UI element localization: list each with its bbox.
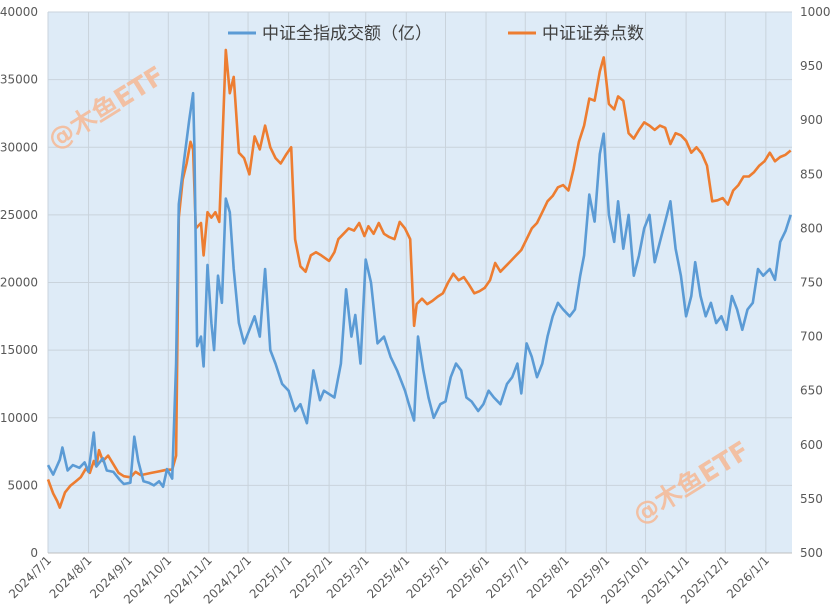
left-tick-label: 30000 xyxy=(0,140,38,154)
right-tick-label: 850 xyxy=(800,167,823,181)
left-tick-label: 35000 xyxy=(0,73,38,87)
right-tick-label: 550 xyxy=(800,492,823,506)
left-axis: 0 5000 10000 15000 20000 25000 30000 35000 40000 xyxy=(0,5,38,560)
left-tick-label: 5000 xyxy=(7,478,38,492)
right-tick-label: 750 xyxy=(800,276,823,290)
right-tick-label: 1000 xyxy=(800,5,831,19)
right-axis: 500 550 600 650 700 750 800 850 900 950 1000 xyxy=(800,5,831,560)
legend-label: 中证证券点数 xyxy=(542,24,644,44)
left-tick-label: 40000 xyxy=(0,5,38,19)
left-tick-label: 15000 xyxy=(0,343,38,357)
series-line-left xyxy=(46,91,792,488)
left-tick-label: 25000 xyxy=(0,208,38,222)
right-tick-label: 900 xyxy=(800,113,823,127)
right-tick-label: 600 xyxy=(800,438,823,452)
right-tick-label: 700 xyxy=(800,330,823,344)
legend: 中证全指成交额（亿） 中证证券点数 xyxy=(228,24,644,44)
left-tick-label: 10000 xyxy=(0,411,38,425)
right-tick-label: 650 xyxy=(800,384,823,398)
right-tick-label: 500 xyxy=(800,546,823,560)
right-tick-label: 950 xyxy=(800,59,823,73)
series-lines xyxy=(46,48,792,509)
legend-label: 中证全指成交额（亿） xyxy=(262,24,432,44)
left-tick-label: 0 xyxy=(30,546,38,560)
left-tick-label: 20000 xyxy=(0,276,38,290)
right-tick-label: 800 xyxy=(800,221,823,235)
gridlines xyxy=(47,11,792,554)
